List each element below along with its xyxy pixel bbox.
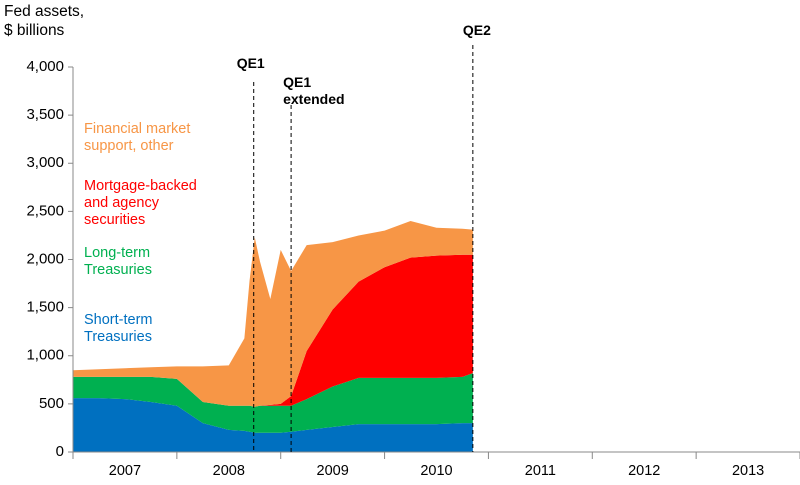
y-axis-label: Fed assets, $ billions <box>4 3 85 39</box>
x-tick-label: 2012 <box>628 463 660 479</box>
annotation-label: QE2 <box>462 22 491 38</box>
area <box>73 398 473 452</box>
x-tick-label: 2009 <box>317 463 349 479</box>
x-tick-label: 2011 <box>525 463 556 479</box>
annotation-label: QE1 extended <box>283 74 345 107</box>
legend-label: Financial market support, other <box>84 121 191 154</box>
y-tick-label: 0 <box>56 443 64 460</box>
x-tick-label: 2007 <box>109 463 141 479</box>
area <box>73 373 473 433</box>
y-tick-label: 3,500 <box>26 106 64 123</box>
legend-label: Mortgage-backed and agency securities <box>84 178 197 228</box>
x-tick-label: 2013 <box>732 463 764 479</box>
x-tick-label: 2008 <box>213 463 245 479</box>
legend-label: Short-term Treasuries <box>84 312 153 345</box>
y-tick-label: 4,000 <box>26 58 64 75</box>
legend-label: Long-term Treasuries <box>84 245 152 278</box>
y-tick-label: 2,500 <box>26 202 64 219</box>
area <box>73 254 473 407</box>
y-tick-label: 3,000 <box>26 154 64 171</box>
annotation-label: QE1 <box>236 55 265 71</box>
y-tick-label: 500 <box>39 395 64 412</box>
x-tick-label: 2010 <box>420 463 452 479</box>
y-tick-label: 1,000 <box>26 347 64 364</box>
area <box>73 221 473 407</box>
y-tick-label: 1,500 <box>26 299 64 316</box>
y-tick-label: 2,000 <box>26 250 64 267</box>
